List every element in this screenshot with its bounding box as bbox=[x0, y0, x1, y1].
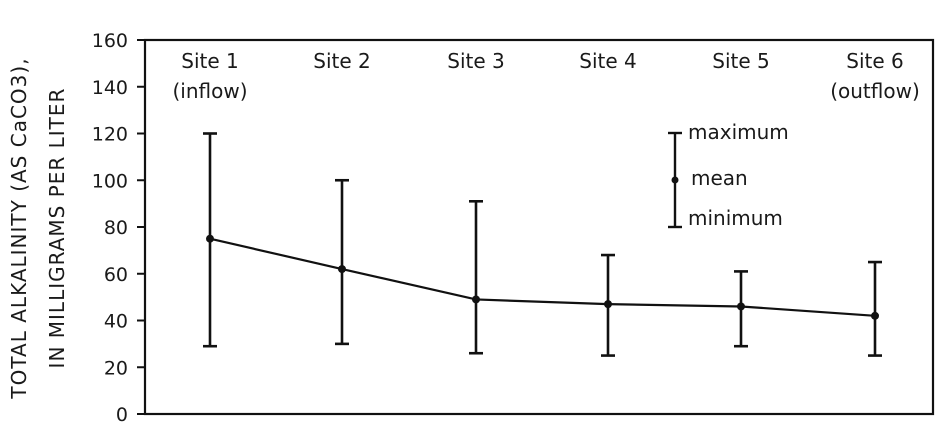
error-bar-site-3 bbox=[469, 199, 483, 355]
site-label-5: Site 5 bbox=[712, 49, 769, 73]
site-label-4: Site 4 bbox=[579, 49, 636, 73]
mean-point bbox=[871, 311, 879, 320]
error-bars bbox=[203, 132, 882, 357]
mean-point bbox=[206, 234, 214, 243]
site-sublabel-1: (inflow) bbox=[172, 79, 247, 103]
error-bar-site-5 bbox=[734, 270, 748, 348]
y-axis-label-line1: TOTAL ALKALINITY (AS CaCO3), bbox=[7, 57, 31, 399]
mean-series-line bbox=[209, 237, 876, 317]
error-bar-site-6 bbox=[868, 260, 882, 357]
y-axis-title: TOTAL ALKALINITY (AS CaCO3), IN MILLIGRA… bbox=[7, 57, 69, 399]
y-tick-label-100: 100 bbox=[92, 170, 128, 192]
y-axis: 0 20 40 60 80 100 120 140 160 bbox=[92, 30, 145, 426]
site-sublabel-6: (outflow) bbox=[830, 79, 920, 103]
site-label-6: Site 6 bbox=[846, 49, 903, 73]
site-label-1: Site 1 bbox=[181, 49, 238, 73]
mean-point bbox=[338, 265, 346, 274]
site-labels: Site 1 (inflow) Site 2 Site 3 Site 4 Site 5 Si… bbox=[172, 49, 919, 103]
y-tick-label-20: 20 bbox=[104, 357, 128, 379]
y-tick-label-60: 60 bbox=[104, 264, 128, 286]
error-bar-site-2 bbox=[335, 178, 349, 346]
plot-frame bbox=[143, 38, 935, 416]
legend: maximum mean minimum bbox=[668, 120, 789, 230]
legend-mean: mean bbox=[691, 166, 748, 190]
y-axis-label-line2: IN MILLIGRAMS PER LITER bbox=[45, 88, 69, 369]
error-bar-site-1 bbox=[203, 132, 217, 348]
site-label-2: Site 2 bbox=[313, 49, 370, 73]
legend-mean-dot bbox=[671, 176, 679, 184]
y-tick-label-0: 0 bbox=[116, 404, 128, 426]
mean-line bbox=[209, 237, 876, 317]
y-tick-label-120: 120 bbox=[92, 124, 128, 146]
mean-point bbox=[604, 300, 612, 309]
y-tick-label-80: 80 bbox=[104, 217, 128, 239]
error-bar-site-4 bbox=[601, 253, 615, 357]
legend-minimum: minimum bbox=[688, 206, 783, 230]
y-tick-label-160: 160 bbox=[92, 30, 128, 52]
y-tick-label-40: 40 bbox=[104, 311, 128, 333]
legend-maximum: maximum bbox=[688, 120, 789, 144]
y-tick-label-140: 140 bbox=[92, 77, 128, 99]
site-label-3: Site 3 bbox=[447, 49, 504, 73]
mean-point bbox=[472, 295, 480, 304]
mean-point bbox=[737, 302, 745, 311]
